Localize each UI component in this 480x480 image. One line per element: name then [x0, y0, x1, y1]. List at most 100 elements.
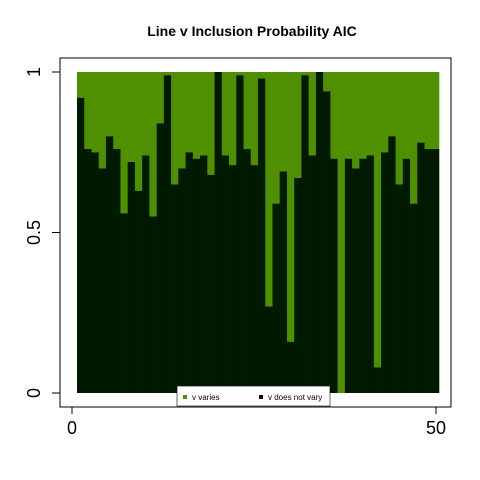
bar-v-does-not-vary	[410, 203, 418, 393]
bar-v-varies	[402, 72, 411, 159]
bar-v-does-not-vary	[395, 184, 404, 393]
bar-v-varies	[77, 72, 85, 98]
bar-v-varies	[337, 72, 346, 393]
bar-v-varies	[352, 72, 360, 169]
bar-v-does-not-vary	[185, 152, 194, 393]
bar-v-varies	[236, 72, 244, 76]
x-tick-label: 50	[426, 418, 446, 438]
bar-v-does-not-vary	[402, 158, 411, 393]
bar-v-does-not-vary	[178, 168, 186, 393]
y-tick-label: 0	[24, 388, 44, 398]
bar-v-varies	[127, 72, 136, 162]
bar-v-varies	[388, 72, 396, 137]
bar-v-does-not-vary	[105, 136, 114, 393]
bar-v-varies	[156, 72, 165, 124]
bar-v-does-not-vary	[91, 152, 100, 393]
bar-v-does-not-vary	[214, 72, 223, 393]
bar-v-does-not-vary	[98, 168, 107, 393]
bar-v-varies	[163, 72, 172, 76]
bar-v-varies	[286, 72, 295, 342]
bar-v-varies	[221, 72, 230, 156]
chart-title: Line v Inclusion Probability AIC	[147, 23, 357, 39]
legend-swatch	[259, 395, 263, 399]
bar-v-varies	[185, 72, 194, 153]
x-axis: 0 50	[67, 406, 446, 438]
bar-v-varies	[279, 72, 288, 172]
bar-v-does-not-vary	[120, 213, 128, 393]
x-tick-label: 0	[67, 418, 77, 438]
bar-v-varies	[301, 72, 309, 76]
y-tick-label: 0.5	[24, 220, 44, 245]
bar-v-does-not-vary	[171, 184, 179, 393]
bar-v-varies	[410, 72, 418, 204]
bar-v-does-not-vary	[229, 165, 237, 393]
bar-v-does-not-vary	[323, 91, 331, 393]
bar-v-does-not-vary	[344, 158, 353, 393]
bar-v-varies	[258, 72, 266, 79]
bar-v-does-not-vary	[366, 155, 375, 393]
bar-v-does-not-vary	[84, 149, 92, 393]
bar-v-does-not-vary	[221, 155, 230, 393]
bar-v-varies	[98, 72, 107, 169]
bar-v-varies	[142, 72, 150, 156]
bar-v-varies	[431, 72, 440, 150]
bar-v-does-not-vary	[315, 72, 324, 393]
bar-v-does-not-vary	[272, 203, 281, 393]
y-axis: 00.51	[24, 67, 61, 398]
bar-v-does-not-vary	[286, 341, 295, 393]
bar-v-varies	[366, 72, 375, 156]
legend-swatch	[183, 395, 187, 399]
bar-v-varies	[134, 72, 143, 191]
bar-v-does-not-vary	[424, 149, 433, 393]
bar-v-does-not-vary	[330, 158, 338, 393]
bar-v-does-not-vary	[77, 97, 85, 394]
bar-v-does-not-vary	[417, 142, 425, 393]
bar-v-varies	[84, 72, 92, 150]
bar-v-varies	[294, 72, 302, 178]
bar-v-varies	[323, 72, 331, 92]
bar-v-does-not-vary	[265, 306, 273, 393]
bar-v-varies	[272, 72, 281, 204]
legend: v varies v does not vary	[176, 385, 331, 407]
bar-v-varies	[243, 72, 252, 150]
bar-v-does-not-vary	[142, 155, 150, 393]
bar-v-does-not-vary	[352, 168, 360, 393]
bar-v-varies	[424, 72, 433, 150]
bar-v-varies	[113, 72, 121, 150]
bar-v-varies	[192, 72, 201, 159]
bar-v-does-not-vary	[388, 136, 396, 393]
bar-v-varies	[359, 72, 367, 159]
bar-v-does-not-vary	[192, 158, 201, 393]
bar-v-varies	[250, 72, 259, 166]
bar-v-does-not-vary	[381, 152, 389, 393]
bar-v-does-not-vary	[308, 155, 317, 393]
bar-v-does-not-vary	[207, 174, 215, 393]
bar-v-varies	[330, 72, 338, 159]
bar-v-does-not-vary	[359, 158, 367, 393]
bar-v-varies	[178, 72, 186, 169]
bar-v-does-not-vary	[279, 171, 288, 393]
legend-box	[176, 385, 331, 407]
bar-v-varies	[229, 72, 237, 166]
bar-v-does-not-vary	[294, 177, 302, 393]
bar-v-varies	[344, 72, 353, 159]
bar-v-varies	[171, 72, 179, 185]
bar-v-varies	[120, 72, 128, 214]
bar-v-varies	[395, 72, 404, 185]
legend-label: v varies	[192, 393, 220, 402]
bars-group	[77, 72, 440, 394]
bar-v-varies	[308, 72, 317, 156]
bar-v-does-not-vary	[134, 190, 143, 393]
bar-v-varies	[105, 72, 114, 137]
bar-v-does-not-vary	[236, 75, 244, 394]
bar-v-varies	[200, 72, 208, 156]
y-tick-label: 1	[24, 67, 44, 77]
bar-v-varies	[381, 72, 389, 153]
bar-v-varies	[373, 72, 382, 368]
bar-v-varies	[91, 72, 100, 153]
bar-v-does-not-vary	[301, 75, 309, 394]
bar-v-does-not-vary	[200, 155, 208, 393]
bar-v-does-not-vary	[431, 149, 440, 393]
bar-v-does-not-vary	[156, 123, 165, 394]
